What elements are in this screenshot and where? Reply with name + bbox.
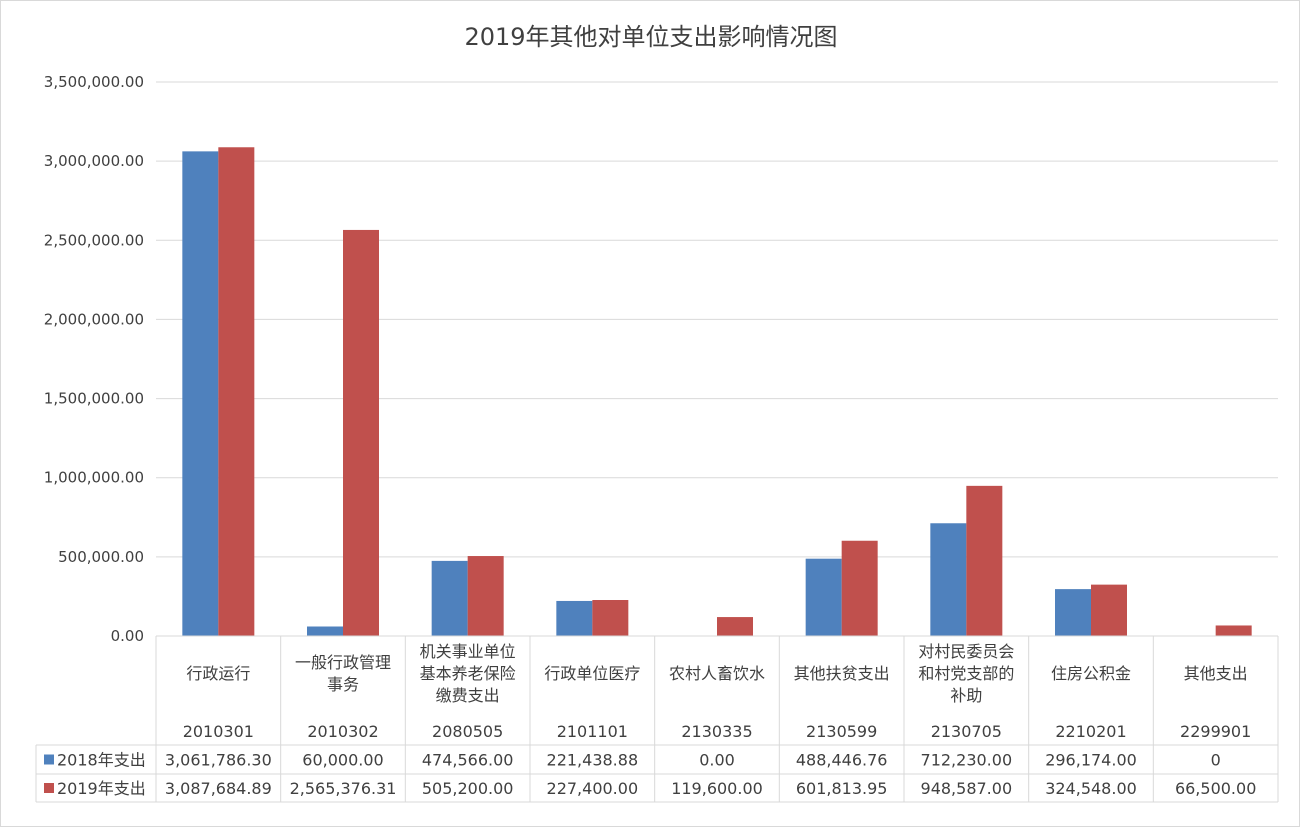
y-tick-label: 0.00	[111, 627, 144, 645]
bars	[182, 147, 1252, 637]
legend-key	[44, 754, 54, 765]
data-value: 66,500.00	[1175, 779, 1256, 798]
chart-title: 2019年其他对单位支出影响情况图	[464, 23, 837, 51]
bar	[717, 617, 753, 636]
category-label: 一般行政管理	[295, 653, 391, 672]
category-label: 补助	[950, 686, 982, 705]
category-code: 2010301	[183, 722, 254, 741]
bar	[592, 600, 629, 636]
bar	[556, 600, 593, 636]
category-label: 对村民委员会	[918, 642, 1014, 661]
category-label: 和村党支部的	[918, 664, 1014, 683]
category-label: 其他支出	[1184, 664, 1248, 683]
series-name: 2018年支出	[57, 751, 146, 770]
category-code: 2299901	[1180, 722, 1251, 741]
y-tick-label: 2,000,000.00	[44, 310, 144, 328]
data-value: 3,061,786.30	[165, 751, 272, 770]
category-label: 住房公积金	[1051, 664, 1131, 683]
series-name: 2019年支出	[57, 779, 146, 798]
category-code: 2010302	[307, 722, 378, 741]
y-tick-label: 500,000.00	[58, 548, 144, 566]
gridlines	[156, 81, 1278, 637]
category-code: 2101101	[557, 722, 628, 741]
bar	[467, 556, 504, 636]
bar	[343, 229, 379, 637]
data-value: 601,813.95	[796, 779, 888, 798]
y-tick-label: 3,000,000.00	[44, 152, 144, 170]
category-code: 2130599	[806, 722, 877, 741]
bar	[930, 523, 967, 636]
category-label: 其他扶贫支出	[794, 664, 890, 683]
data-value: 296,174.00	[1045, 751, 1137, 770]
data-value: 488,446.76	[796, 751, 888, 770]
data-value: 474,566.00	[422, 751, 514, 770]
data-value: 3,087,684.89	[165, 779, 272, 798]
bar	[307, 626, 343, 636]
data-value: 60,000.00	[302, 751, 383, 770]
data-value: 505,200.00	[422, 779, 514, 798]
y-axis-ticks: 0.00 500,000.00 1,000,000.00 1,500,000.00 2,…	[44, 73, 144, 645]
bar	[966, 485, 1003, 636]
category-label: 农村人畜饮水	[669, 664, 765, 683]
data-value: 227,400.00	[547, 779, 639, 798]
category-label: 行政单位医疗	[544, 664, 640, 683]
y-tick-label: 1,500,000.00	[44, 390, 144, 408]
data-value: 0.00	[699, 751, 735, 770]
bar	[182, 151, 219, 636]
bar	[1091, 584, 1127, 636]
bar	[805, 558, 842, 636]
category-label: 机关事业单位	[420, 642, 516, 661]
category-label: 事务	[327, 675, 359, 694]
data-value: 221,438.88	[547, 751, 639, 770]
bar	[1055, 589, 1091, 636]
data-value: 2,565,376.31	[290, 779, 397, 798]
category-label: 基本养老保险	[420, 664, 516, 683]
y-tick-label: 2,500,000.00	[44, 231, 144, 249]
bar	[431, 560, 468, 636]
bar	[1215, 625, 1252, 636]
data-value: 324,548.00	[1045, 779, 1137, 798]
legend-key	[44, 783, 54, 793]
bar	[841, 540, 878, 636]
data-value: 712,230.00	[921, 751, 1013, 770]
category-code: 2210201	[1055, 722, 1126, 741]
category-code: 2130705	[931, 722, 1002, 741]
data-value: 119,600.00	[671, 779, 763, 798]
category-code: 2080505	[432, 722, 503, 741]
category-label: 行政运行	[186, 664, 250, 683]
data-value: 0	[1211, 751, 1221, 770]
y-tick-label: 3,500,000.00	[44, 73, 144, 91]
category-label: 缴费支出	[436, 686, 500, 705]
bar	[218, 147, 255, 636]
y-tick-label: 1,000,000.00	[44, 469, 144, 487]
data-value: 948,587.00	[921, 779, 1013, 798]
category-code: 2130335	[681, 722, 752, 741]
